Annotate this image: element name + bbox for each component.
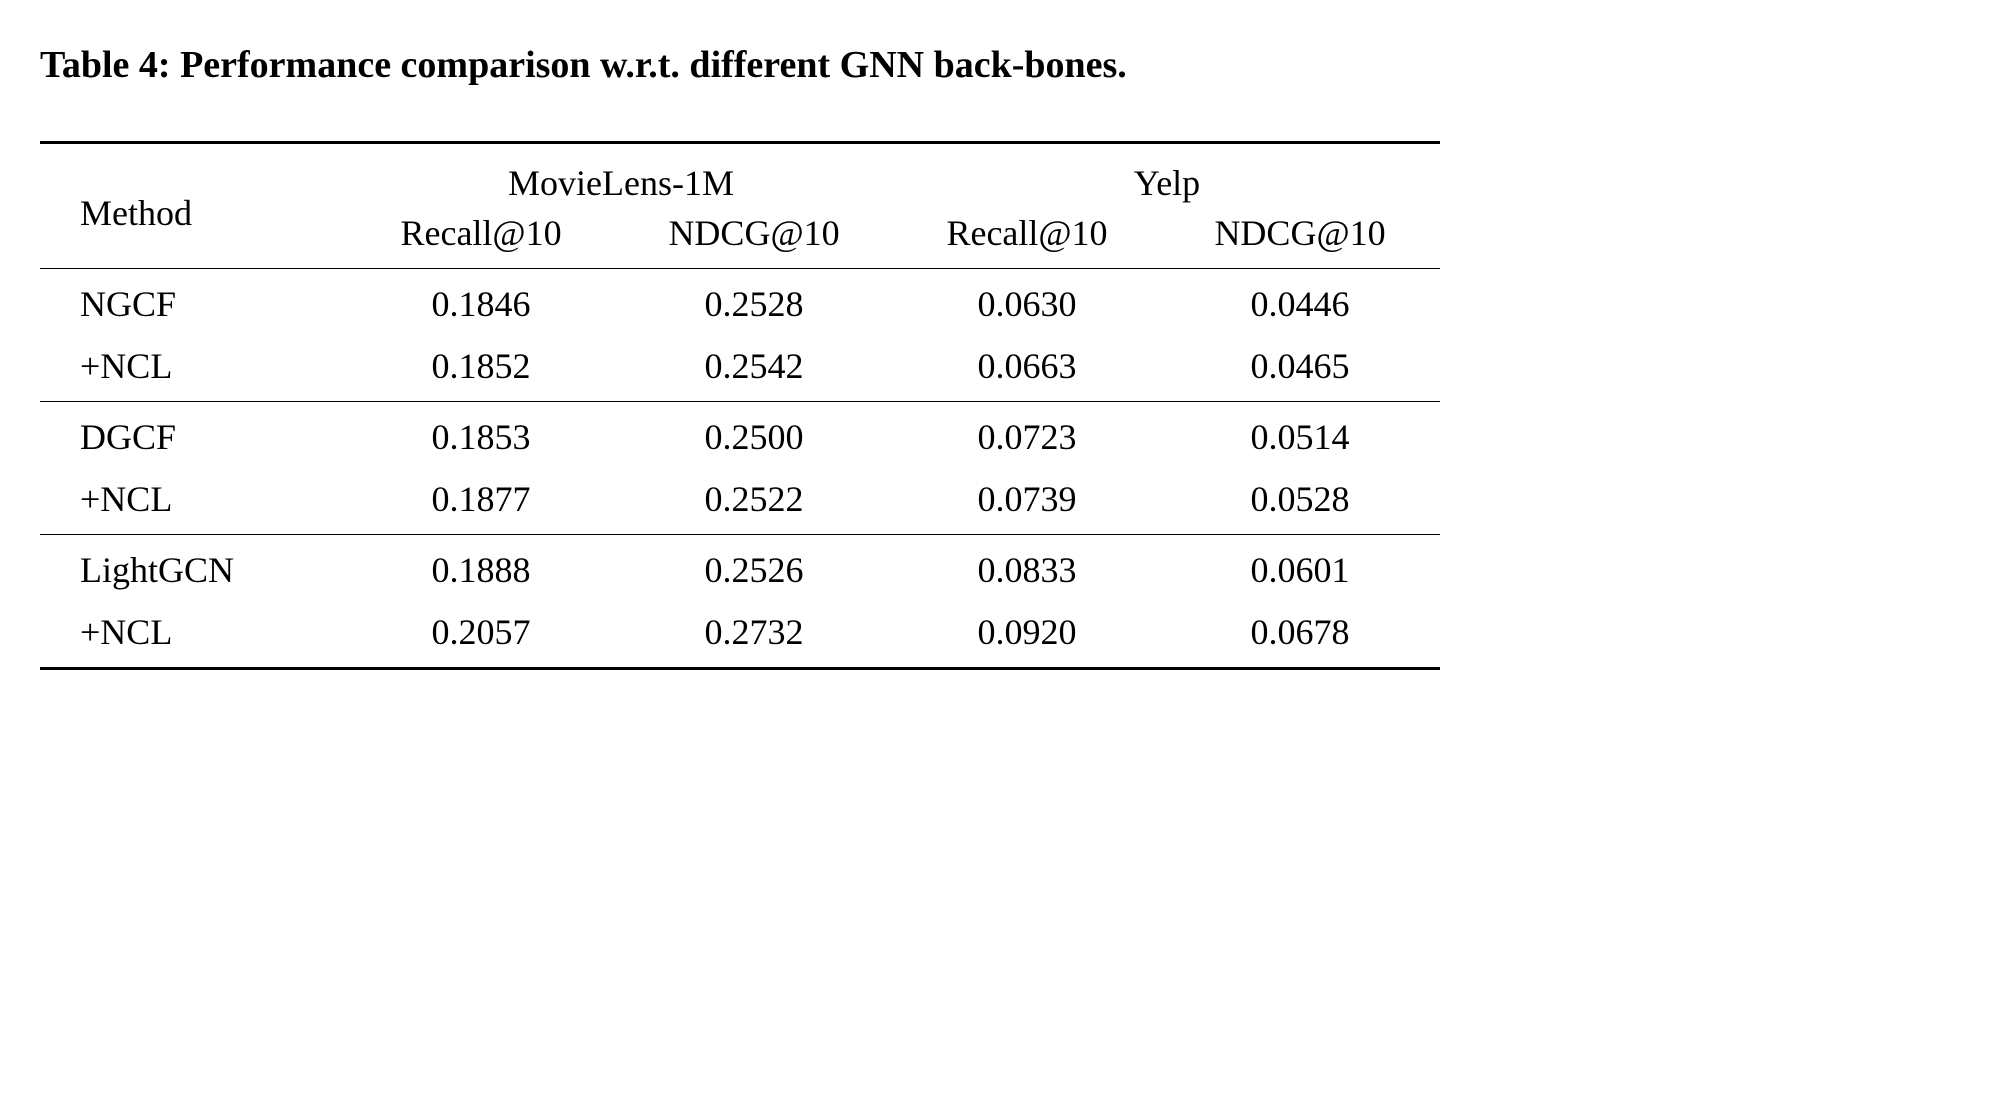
cell-value: 0.2057 xyxy=(348,601,614,669)
method-name: +NCL xyxy=(40,468,348,535)
cell-value: 0.0723 xyxy=(894,402,1160,469)
cell-value: 0.2500 xyxy=(614,402,894,469)
method-name: NGCF xyxy=(40,269,348,336)
cell-value: 0.0528 xyxy=(1160,468,1440,535)
table-row: +NCL 0.2057 0.2732 0.0920 0.0678 xyxy=(40,601,1440,669)
performance-table: Method MovieLens-1M Yelp Recall@10 NDCG@… xyxy=(40,141,1440,670)
cell-value: 0.0678 xyxy=(1160,601,1440,669)
table-row: DGCF 0.1853 0.2500 0.0723 0.0514 xyxy=(40,402,1440,469)
table-row: NGCF 0.1846 0.2528 0.0630 0.0446 xyxy=(40,269,1440,336)
metric-header: NDCG@10 xyxy=(1160,208,1440,269)
cell-value: 0.0833 xyxy=(894,535,1160,602)
header-row-datasets: Method MovieLens-1M Yelp xyxy=(40,143,1440,209)
cell-value: 0.1852 xyxy=(348,335,614,402)
table-caption: Table 4: Performance comparison w.r.t. d… xyxy=(40,40,1440,91)
cell-value: 0.2542 xyxy=(614,335,894,402)
cell-value: 0.2732 xyxy=(614,601,894,669)
cell-value: 0.0739 xyxy=(894,468,1160,535)
table-row: +NCL 0.1852 0.2542 0.0663 0.0465 xyxy=(40,335,1440,402)
cell-value: 0.2522 xyxy=(614,468,894,535)
cell-value: 0.0465 xyxy=(1160,335,1440,402)
method-name: LightGCN xyxy=(40,535,348,602)
cell-value: 0.0514 xyxy=(1160,402,1440,469)
method-name: +NCL xyxy=(40,335,348,402)
metric-header: Recall@10 xyxy=(348,208,614,269)
cell-value: 0.1888 xyxy=(348,535,614,602)
table-row: LightGCN 0.1888 0.2526 0.0833 0.0601 xyxy=(40,535,1440,602)
cell-value: 0.0663 xyxy=(894,335,1160,402)
table-row: +NCL 0.1877 0.2522 0.0739 0.0528 xyxy=(40,468,1440,535)
method-name: +NCL xyxy=(40,601,348,669)
metric-header: NDCG@10 xyxy=(614,208,894,269)
cell-value: 0.0630 xyxy=(894,269,1160,336)
cell-value: 0.1846 xyxy=(348,269,614,336)
cell-value: 0.2528 xyxy=(614,269,894,336)
dataset-header: MovieLens-1M xyxy=(348,143,894,209)
cell-value: 0.2526 xyxy=(614,535,894,602)
method-header: Method xyxy=(40,143,348,269)
dataset-header: Yelp xyxy=(894,143,1440,209)
metric-header: Recall@10 xyxy=(894,208,1160,269)
cell-value: 0.1853 xyxy=(348,402,614,469)
cell-value: 0.0920 xyxy=(894,601,1160,669)
cell-value: 0.1877 xyxy=(348,468,614,535)
cell-value: 0.0601 xyxy=(1160,535,1440,602)
cell-value: 0.0446 xyxy=(1160,269,1440,336)
method-name: DGCF xyxy=(40,402,348,469)
